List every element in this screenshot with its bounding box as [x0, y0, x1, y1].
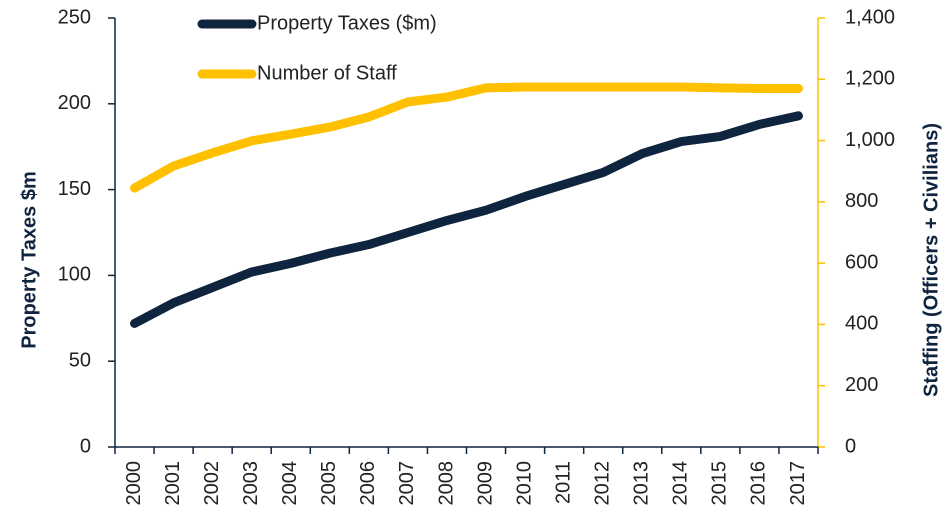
x-tick-label: 2017 [787, 461, 809, 506]
y-tick-label: 0 [80, 435, 91, 457]
series-line [130, 111, 803, 328]
y-tick-label: 100 [58, 264, 91, 286]
y2-tick-label: 0 [845, 435, 856, 457]
x-tick-label: 2001 [162, 461, 184, 506]
x-tick-label: 2003 [240, 461, 262, 506]
y2-tick-label: 1,400 [845, 6, 895, 28]
x-tick-label: 2004 [279, 461, 301, 506]
x-tick-label: 2016 [748, 461, 770, 506]
x-tick-label: 2008 [435, 461, 457, 506]
y-tick-label: 50 [69, 349, 91, 371]
series-line [130, 82, 803, 193]
legend-label: Number of Staff [257, 62, 397, 84]
y2-tick-label: 400 [845, 313, 878, 335]
y2-tick-label: 1,200 [845, 68, 895, 90]
y2-tick-label: 800 [845, 190, 878, 212]
x-tick-label: 2002 [201, 461, 223, 506]
y2-tick-label: 1,000 [845, 129, 895, 151]
x-tick-label: 2009 [474, 461, 496, 506]
x-tick-label: 2015 [709, 461, 731, 506]
y2-axis-title: Staffing (Officers + Civilians) [920, 123, 942, 397]
y2-tick-label: 200 [845, 374, 878, 396]
x-tick-label: 2012 [591, 461, 613, 506]
x-tick-label: 2010 [513, 461, 535, 506]
x-tick-label: 2011 [552, 461, 574, 504]
x-tick-label: 2014 [670, 461, 692, 506]
y-tick-label: 150 [58, 178, 91, 200]
y-tick-label: 200 [58, 92, 91, 114]
x-tick-label: 2007 [396, 461, 418, 506]
legend-label: Property Taxes ($m) [257, 12, 437, 34]
x-tick-label: 2013 [631, 461, 653, 506]
y2-tick-label: 600 [845, 251, 878, 273]
y-axis-title: Property Taxes $m [18, 171, 40, 349]
x-tick-label: 2005 [318, 461, 340, 506]
x-tick-label: 2006 [357, 461, 379, 506]
x-tick-label: 2000 [123, 461, 145, 506]
y-tick-label: 250 [58, 6, 91, 28]
